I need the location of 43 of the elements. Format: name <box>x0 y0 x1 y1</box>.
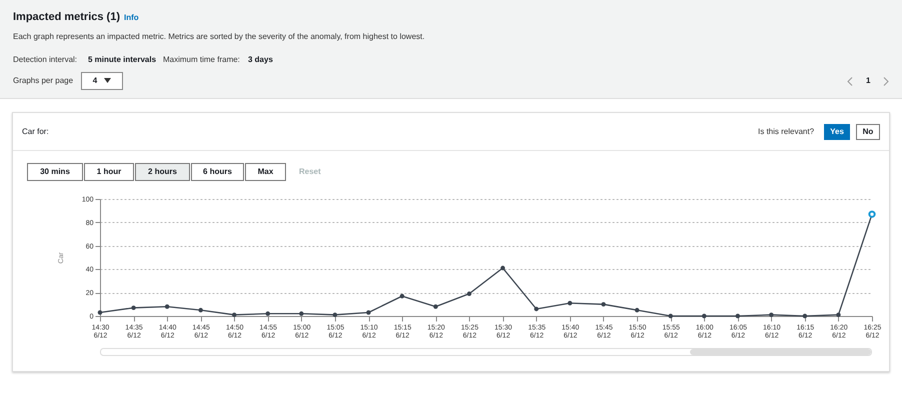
chart-title: Impacted metrics (1) <box>13 11 120 23</box>
text: 2 hours <box>135 163 190 181</box>
point <box>366 310 371 315</box>
text: 1 <box>866 76 870 85</box>
text: Reset <box>299 167 321 176</box>
text: 3 days <box>248 55 273 64</box>
text: Is this relevant? <box>758 127 814 136</box>
point <box>668 314 673 318</box>
text: 6 hours <box>191 163 244 181</box>
point <box>836 312 841 318</box>
chart-subtitle: Each graph represents an impacted metric. Metrics are sorted by the severity of the anomaly, from highest to lowest. <box>13 32 425 41</box>
text: Info <box>124 13 139 22</box>
point <box>332 312 338 318</box>
point <box>164 304 170 309</box>
point <box>266 311 270 316</box>
point <box>433 304 438 309</box>
point <box>466 292 472 296</box>
text: 5 minute intervals <box>88 55 156 64</box>
point <box>198 308 203 312</box>
point <box>634 308 640 312</box>
text: Yes <box>824 124 850 140</box>
text: Maximum time frame: <box>163 55 240 64</box>
text: 1 hour <box>84 163 134 181</box>
text: 30 mins <box>27 163 83 181</box>
point <box>131 306 136 310</box>
text: Graphs per page <box>13 76 74 85</box>
point <box>769 312 774 318</box>
text: Car for: <box>22 127 49 136</box>
point <box>500 266 506 270</box>
text: No <box>856 124 880 140</box>
point <box>568 300 572 306</box>
point <box>736 314 740 318</box>
point <box>299 311 304 316</box>
point <box>232 312 236 318</box>
point <box>702 314 706 318</box>
text: Max <box>245 163 286 181</box>
text: Detection interval: <box>13 55 78 64</box>
point <box>98 310 102 315</box>
text: 4 <box>92 76 98 85</box>
point <box>400 294 404 298</box>
point <box>601 302 606 307</box>
point <box>534 306 539 312</box>
point <box>802 314 808 318</box>
